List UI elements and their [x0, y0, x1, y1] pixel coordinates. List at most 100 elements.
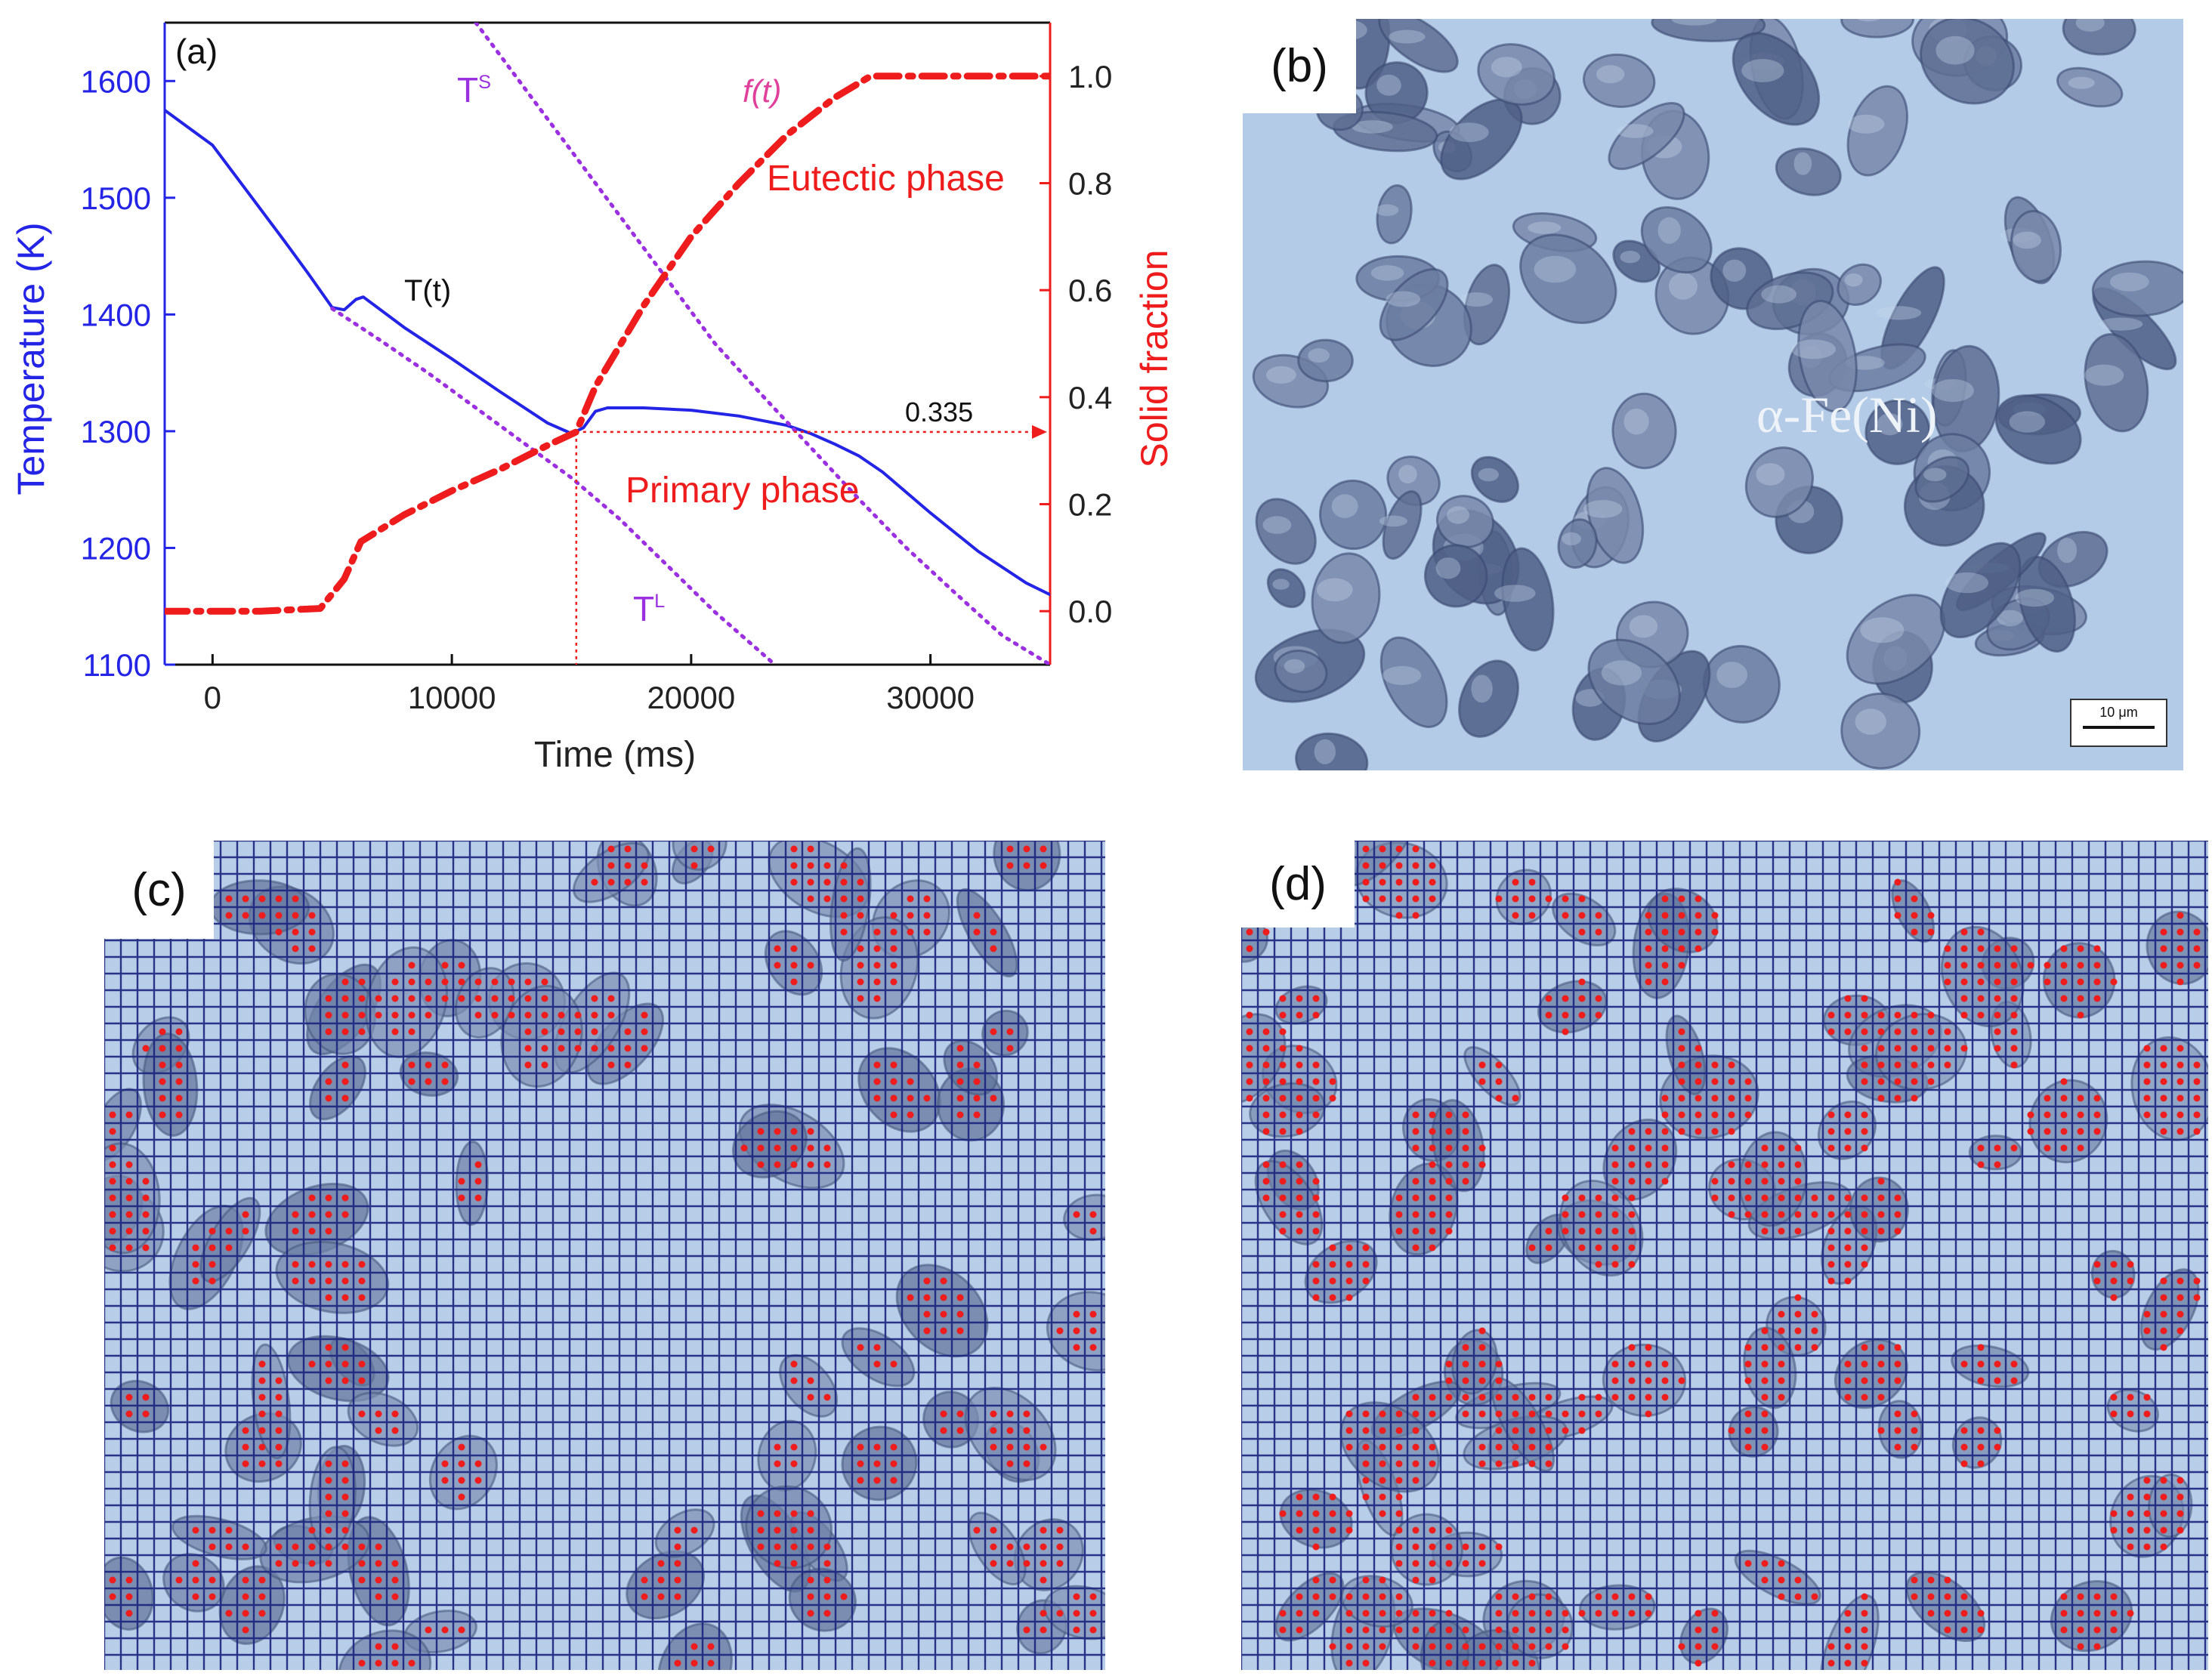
red-dot: [425, 1078, 432, 1085]
red-dot: [1994, 1011, 2001, 1019]
red-dot: [1645, 1161, 1652, 1168]
red-dot: [1512, 1610, 1519, 1617]
red-dot: [1927, 1078, 1935, 1085]
red-dot: [2093, 978, 2101, 986]
red-dot: [1944, 1028, 1951, 1036]
red-dot: [1778, 1310, 1785, 1318]
red-dot: [1329, 1277, 1336, 1285]
red-dot: [458, 978, 465, 986]
particle: [1587, 638, 1681, 725]
red-dot: [1006, 845, 1014, 853]
red-dot: [2060, 1610, 2068, 1617]
red-dot: [1927, 1576, 1935, 1584]
red-dot: [1073, 1211, 1080, 1218]
red-dot: [2193, 1128, 2201, 1135]
red-dot: [1312, 1543, 1320, 1551]
red-dot: [1362, 1659, 1370, 1667]
red-dot: [873, 1061, 881, 1069]
red-dot: [973, 928, 981, 936]
red-dot: [1006, 1427, 1014, 1434]
red-dot: [1695, 1643, 1702, 1650]
red-dot: [1362, 1477, 1370, 1484]
label-T-solidus: TS: [457, 70, 491, 110]
red-dot: [2077, 1643, 2084, 1650]
red-dot: [1678, 961, 1685, 969]
red-dot: [1861, 1610, 1868, 1617]
red-dot: [1977, 978, 1985, 986]
red-dot: [258, 1576, 266, 1584]
particle-highlight: [1756, 463, 1785, 486]
red-dot: [1445, 1194, 1453, 1202]
red-dot: [1395, 1211, 1403, 1218]
red-dot: [1778, 1327, 1785, 1335]
red-dot: [2176, 978, 2184, 986]
red-dot: [1844, 1360, 1852, 1368]
red-dot: [441, 1626, 449, 1634]
panel-b-micrograph: (b) α-Fe(Ni) 10 μm: [1243, 19, 2183, 770]
red-dot: [1262, 1194, 1270, 1202]
red-dot: [624, 1045, 632, 1052]
red-dot: [1628, 1394, 1636, 1401]
red-dot: [258, 1394, 266, 1401]
red-dot: [1279, 1111, 1287, 1119]
red-dot: [458, 995, 465, 1002]
red-dot: [1296, 1011, 1303, 1019]
red-dot: [1877, 1360, 1885, 1368]
red-dot: [159, 1061, 166, 1069]
red-dot: [1911, 1011, 1918, 1019]
red-dot: [1628, 1211, 1636, 1218]
particle: [626, 1550, 706, 1620]
red-dot: [1345, 1410, 1353, 1418]
particle-highlight: [1716, 662, 1747, 688]
particle-highlight: [1722, 259, 1747, 282]
red-dot: [1279, 1610, 1287, 1617]
red-dot: [1927, 1045, 1935, 1052]
particle-highlight: [1376, 74, 1401, 96]
red-dot: [857, 1477, 864, 1484]
red-dot: [1279, 1078, 1287, 1085]
red-dot: [973, 1061, 981, 1069]
red-dot: [1761, 1178, 1769, 1185]
y-left-tick-label: 1100: [83, 647, 151, 683]
red-dot: [1279, 1211, 1287, 1218]
red-dot: [1279, 995, 1287, 1002]
red-dot: [607, 1011, 615, 1019]
red-dot: [358, 978, 366, 986]
particle-highlight: [1876, 306, 1922, 320]
red-dot: [1362, 1460, 1370, 1468]
red-dot: [1844, 1626, 1852, 1634]
red-dot: [1611, 1211, 1619, 1218]
red-dot: [391, 995, 399, 1002]
red-dot: [1006, 1460, 1014, 1468]
red-dot: [774, 945, 781, 952]
red-dot: [1927, 928, 1935, 936]
red-dot: [2110, 1410, 2118, 1418]
red-dot: [508, 978, 515, 986]
red-dot: [1296, 1526, 1303, 1534]
red-dot: [1395, 1194, 1403, 1202]
red-dot: [1794, 1144, 1802, 1152]
red-dot: [1545, 1626, 1552, 1634]
red-dot: [1279, 1094, 1287, 1102]
red-dot: [1645, 1344, 1652, 1351]
red-dot: [1562, 1610, 1569, 1617]
particle: [1914, 455, 1970, 503]
red-dot: [1877, 1011, 1885, 1019]
red-dot: [1562, 895, 1569, 903]
red-dot: [1429, 1526, 1436, 1534]
red-dot: [1911, 1593, 1918, 1600]
red-dot: [1894, 1061, 1902, 1069]
particle: [1797, 299, 1858, 413]
red-dot: [2160, 1045, 2167, 1052]
red-dot: [790, 1443, 798, 1451]
particle-highlight: [2109, 272, 2149, 292]
red-dot: [325, 995, 332, 1002]
red-dot: [1711, 1194, 1719, 1202]
red-dot: [1844, 1394, 1852, 1401]
red-dot: [524, 1061, 532, 1069]
red-dot: [1495, 1610, 1503, 1617]
red-dot: [1312, 1493, 1320, 1501]
red-dot: [209, 1593, 216, 1600]
red-dot: [242, 1443, 249, 1451]
red-dot: [2060, 1078, 2068, 1085]
